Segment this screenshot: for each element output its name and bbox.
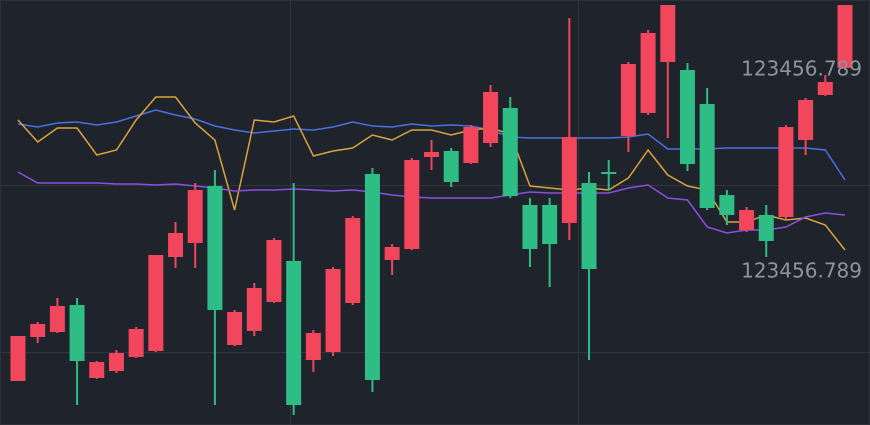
candle-body	[364, 174, 380, 380]
candle-body	[266, 240, 282, 302]
candle-body	[345, 218, 361, 303]
candle-body	[187, 190, 203, 243]
candle-body	[128, 329, 144, 357]
price-label: 123456.789	[741, 57, 862, 81]
candle-body	[305, 333, 321, 360]
candle-body	[640, 33, 656, 113]
candle-body	[227, 312, 243, 345]
candle-body	[69, 305, 85, 361]
candle-body	[699, 104, 715, 208]
candle-body	[30, 324, 46, 337]
candle-body	[286, 261, 302, 405]
candle-body	[660, 5, 676, 62]
candle-body	[108, 353, 124, 371]
candle-body	[246, 288, 262, 331]
candle-body	[49, 306, 65, 332]
candle-body	[758, 215, 774, 241]
candle-body	[620, 64, 636, 136]
candle-body	[719, 195, 735, 215]
candle-body	[601, 172, 617, 174]
candle-body	[739, 210, 755, 230]
price-label: 123456.789	[741, 259, 862, 283]
candle-body	[463, 127, 479, 163]
candle-body	[384, 247, 400, 260]
indicator-line	[17, 171, 846, 234]
candle-body	[561, 137, 577, 223]
candle-body	[10, 336, 26, 381]
candle-body	[325, 269, 341, 352]
candle-body	[424, 152, 439, 157]
candle-body	[522, 205, 538, 249]
candle-body	[483, 92, 499, 143]
candle-body	[581, 183, 597, 269]
candle-body	[502, 108, 518, 196]
candle-body	[778, 127, 794, 217]
candle-body	[679, 70, 695, 164]
candle-body	[168, 233, 184, 257]
candle-body	[89, 362, 105, 378]
candle-body	[542, 205, 558, 244]
candle-body	[798, 100, 814, 140]
candle-body	[443, 151, 459, 182]
candle-body	[148, 255, 164, 351]
candle-body	[207, 186, 223, 310]
candle-body	[404, 160, 420, 249]
candle-body	[817, 82, 833, 95]
candle-body	[837, 5, 853, 68]
